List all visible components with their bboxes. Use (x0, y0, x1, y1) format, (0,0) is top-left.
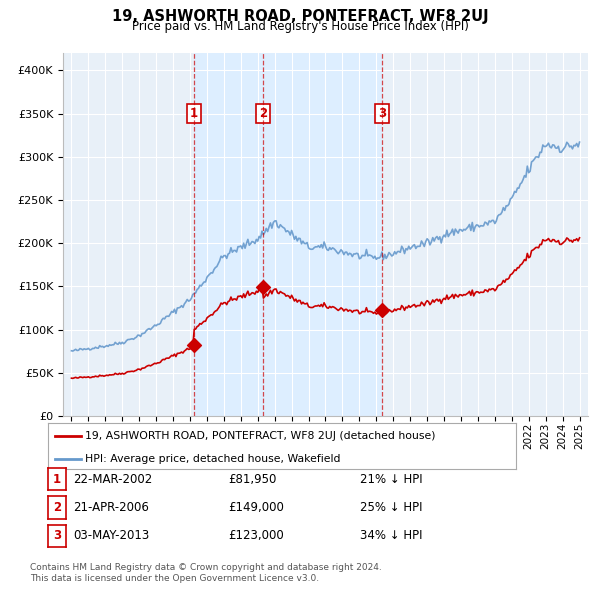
Text: 2: 2 (53, 501, 61, 514)
Text: 21-APR-2006: 21-APR-2006 (73, 501, 149, 514)
Text: 19, ASHWORTH ROAD, PONTEFRACT, WF8 2UJ: 19, ASHWORTH ROAD, PONTEFRACT, WF8 2UJ (112, 9, 488, 24)
Text: £149,000: £149,000 (228, 501, 284, 514)
Text: Contains HM Land Registry data © Crown copyright and database right 2024.: Contains HM Land Registry data © Crown c… (30, 563, 382, 572)
Point (258, 283, 268, 292)
Text: 1: 1 (190, 107, 198, 120)
Text: 3: 3 (378, 107, 386, 120)
Text: 3: 3 (53, 529, 61, 542)
Text: HPI: Average price, detached house, Wakefield: HPI: Average price, detached house, Wake… (85, 454, 341, 464)
Text: 34% ↓ HPI: 34% ↓ HPI (360, 529, 422, 542)
Point (189, 340, 199, 350)
Text: £123,000: £123,000 (228, 529, 284, 542)
Text: 1: 1 (53, 473, 61, 486)
Text: 03-MAY-2013: 03-MAY-2013 (73, 529, 149, 542)
Point (377, 305, 387, 314)
Text: 21% ↓ HPI: 21% ↓ HPI (360, 473, 422, 486)
Text: 2: 2 (259, 107, 267, 120)
Text: £81,950: £81,950 (228, 473, 277, 486)
Text: 22-MAR-2002: 22-MAR-2002 (73, 473, 152, 486)
Text: 25% ↓ HPI: 25% ↓ HPI (360, 501, 422, 514)
Bar (63, 53, 194, 416)
Text: This data is licensed under the Open Government Licence v3.0.: This data is licensed under the Open Gov… (30, 574, 319, 583)
Text: 19, ASHWORTH ROAD, PONTEFRACT, WF8 2UJ (detached house): 19, ASHWORTH ROAD, PONTEFRACT, WF8 2UJ (… (85, 431, 436, 441)
Bar (263, 53, 382, 416)
Text: Price paid vs. HM Land Registry's House Price Index (HPI): Price paid vs. HM Land Registry's House … (131, 20, 469, 33)
Bar (194, 53, 263, 416)
